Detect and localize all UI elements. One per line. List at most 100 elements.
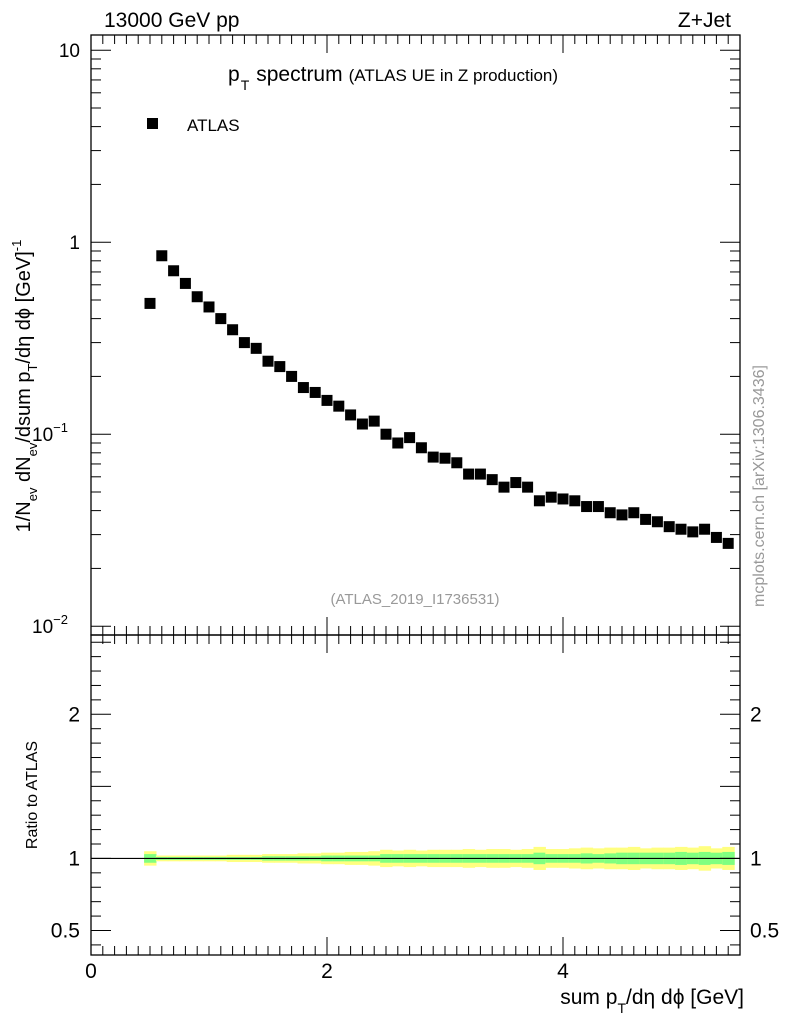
data-point bbox=[333, 400, 345, 412]
title-main: p bbox=[228, 63, 240, 86]
ratio-y-tick-label-left: 0.5 bbox=[51, 919, 80, 942]
chart-title: pT spectrum (ATLAS UE in Z production) bbox=[228, 63, 558, 93]
y-tick-exp: −2 bbox=[53, 612, 68, 627]
y-tick-base: 10 bbox=[32, 617, 53, 638]
data-point bbox=[474, 468, 486, 480]
ylabel-a-sub: ev bbox=[25, 487, 40, 501]
data-point bbox=[628, 507, 640, 519]
data-point bbox=[651, 516, 663, 528]
y-tick-label: 1 bbox=[69, 233, 80, 254]
xlabel-b: /dη dϕ [GeV] bbox=[626, 986, 744, 1009]
data-point bbox=[203, 301, 215, 313]
ratio-plot-frame bbox=[90, 634, 741, 956]
data-point bbox=[274, 361, 286, 373]
y-axis-title: 1/Nev dNev/dsum pT/dη dϕ [GeV]-1 bbox=[9, 240, 40, 533]
data-point bbox=[439, 452, 451, 464]
ylabel-b-sub: ev bbox=[25, 442, 40, 456]
data-point bbox=[699, 523, 711, 535]
data-point bbox=[415, 442, 427, 454]
data-point bbox=[722, 537, 734, 549]
data-point bbox=[710, 531, 722, 543]
xlabel-a-sub: T bbox=[617, 1000, 626, 1016]
data-point bbox=[368, 415, 380, 427]
data-point bbox=[463, 468, 475, 480]
data-point bbox=[545, 491, 557, 503]
data-point bbox=[533, 495, 545, 507]
ylabel-a: 1/N bbox=[13, 501, 35, 532]
data-point bbox=[640, 513, 652, 525]
analysis-id: (ATLAS_2019_I1736531) bbox=[330, 591, 499, 608]
data-point bbox=[486, 474, 498, 486]
ylabel-d-sup: -1 bbox=[9, 240, 24, 252]
process-label: Z+Jet bbox=[678, 9, 731, 32]
data-point bbox=[250, 342, 262, 354]
x-axis-title: sum pT/dη dϕ [GeV] bbox=[560, 986, 744, 1016]
ratio-y-tick-label-right: 2 bbox=[750, 703, 762, 726]
data-point bbox=[604, 507, 616, 519]
x-tick-label: 0 bbox=[85, 960, 97, 983]
x-tick-label: 2 bbox=[321, 960, 333, 983]
data-point bbox=[522, 481, 534, 493]
y-tick-label: 10−2 bbox=[32, 612, 68, 638]
data-point bbox=[156, 250, 168, 262]
y-tick-label: 10 bbox=[59, 41, 80, 62]
data-point bbox=[581, 501, 593, 513]
data-point bbox=[663, 521, 675, 533]
data-point bbox=[297, 382, 309, 394]
data-point bbox=[380, 428, 392, 440]
data-point bbox=[238, 337, 250, 349]
ratio-y-axis-title: Ratio to ATLAS bbox=[24, 741, 41, 849]
data-points bbox=[144, 250, 734, 549]
data-point bbox=[144, 297, 156, 309]
data-point bbox=[227, 324, 239, 336]
data-point bbox=[592, 501, 604, 513]
data-point bbox=[498, 481, 510, 493]
data-point bbox=[179, 277, 191, 289]
ratio-y-tick-label-right: 0.5 bbox=[750, 919, 779, 942]
ylabel-c: /dsum p bbox=[13, 372, 35, 443]
data-point bbox=[345, 409, 357, 421]
ratio-y-tick-label-right: 1 bbox=[750, 847, 762, 870]
ratio-y-ticks bbox=[91, 641, 740, 946]
data-point bbox=[262, 355, 274, 367]
ylabel-d: /dη dϕ [GeV] bbox=[13, 251, 35, 363]
ratio-panel: 2 2 1 1 0.5 0.5 0 2 4 Ratio to ATLAS sum pT/dη … bbox=[24, 634, 779, 1016]
data-point bbox=[168, 265, 180, 277]
legend-label: ATLAS bbox=[187, 116, 240, 135]
ratio-x-ticks bbox=[90, 635, 741, 955]
data-point bbox=[675, 523, 687, 535]
title-rest: spectrum bbox=[256, 63, 342, 86]
ratio-y-tick-label-left: 2 bbox=[68, 703, 80, 726]
data-point bbox=[392, 437, 404, 449]
ylabel-b: dN bbox=[13, 456, 35, 487]
data-point bbox=[687, 526, 699, 538]
legend: ATLAS bbox=[147, 116, 240, 135]
data-point bbox=[321, 394, 333, 406]
ratio-y-tick-labels: 2 2 1 1 0.5 0.5 bbox=[51, 703, 779, 942]
data-point bbox=[191, 291, 203, 303]
y-tick-exp: −1 bbox=[53, 420, 68, 435]
x-tick-label: 4 bbox=[557, 960, 569, 983]
y-tick-label: 10−1 bbox=[32, 420, 68, 446]
title-suffix: (ATLAS UE in Z production) bbox=[349, 66, 558, 85]
data-point bbox=[309, 386, 321, 398]
data-point bbox=[557, 493, 569, 505]
main-x-ticks bbox=[90, 35, 741, 635]
data-point bbox=[404, 432, 416, 444]
data-point bbox=[569, 495, 581, 507]
data-point bbox=[427, 451, 439, 463]
title-sub: T bbox=[241, 77, 250, 93]
energy-label: 13000 GeV pp bbox=[104, 9, 239, 32]
ratio-x-tick-labels: 0 2 4 bbox=[85, 960, 569, 983]
data-point bbox=[451, 457, 463, 469]
y-tick-base: 10 bbox=[32, 425, 53, 446]
data-point bbox=[286, 370, 298, 382]
ratio-y-tick-label-left: 1 bbox=[68, 847, 80, 870]
xlabel-a: sum p bbox=[560, 986, 617, 1009]
ylabel-c-sub: T bbox=[25, 364, 40, 372]
data-point bbox=[616, 509, 628, 521]
main-y-ticks bbox=[91, 49, 740, 636]
